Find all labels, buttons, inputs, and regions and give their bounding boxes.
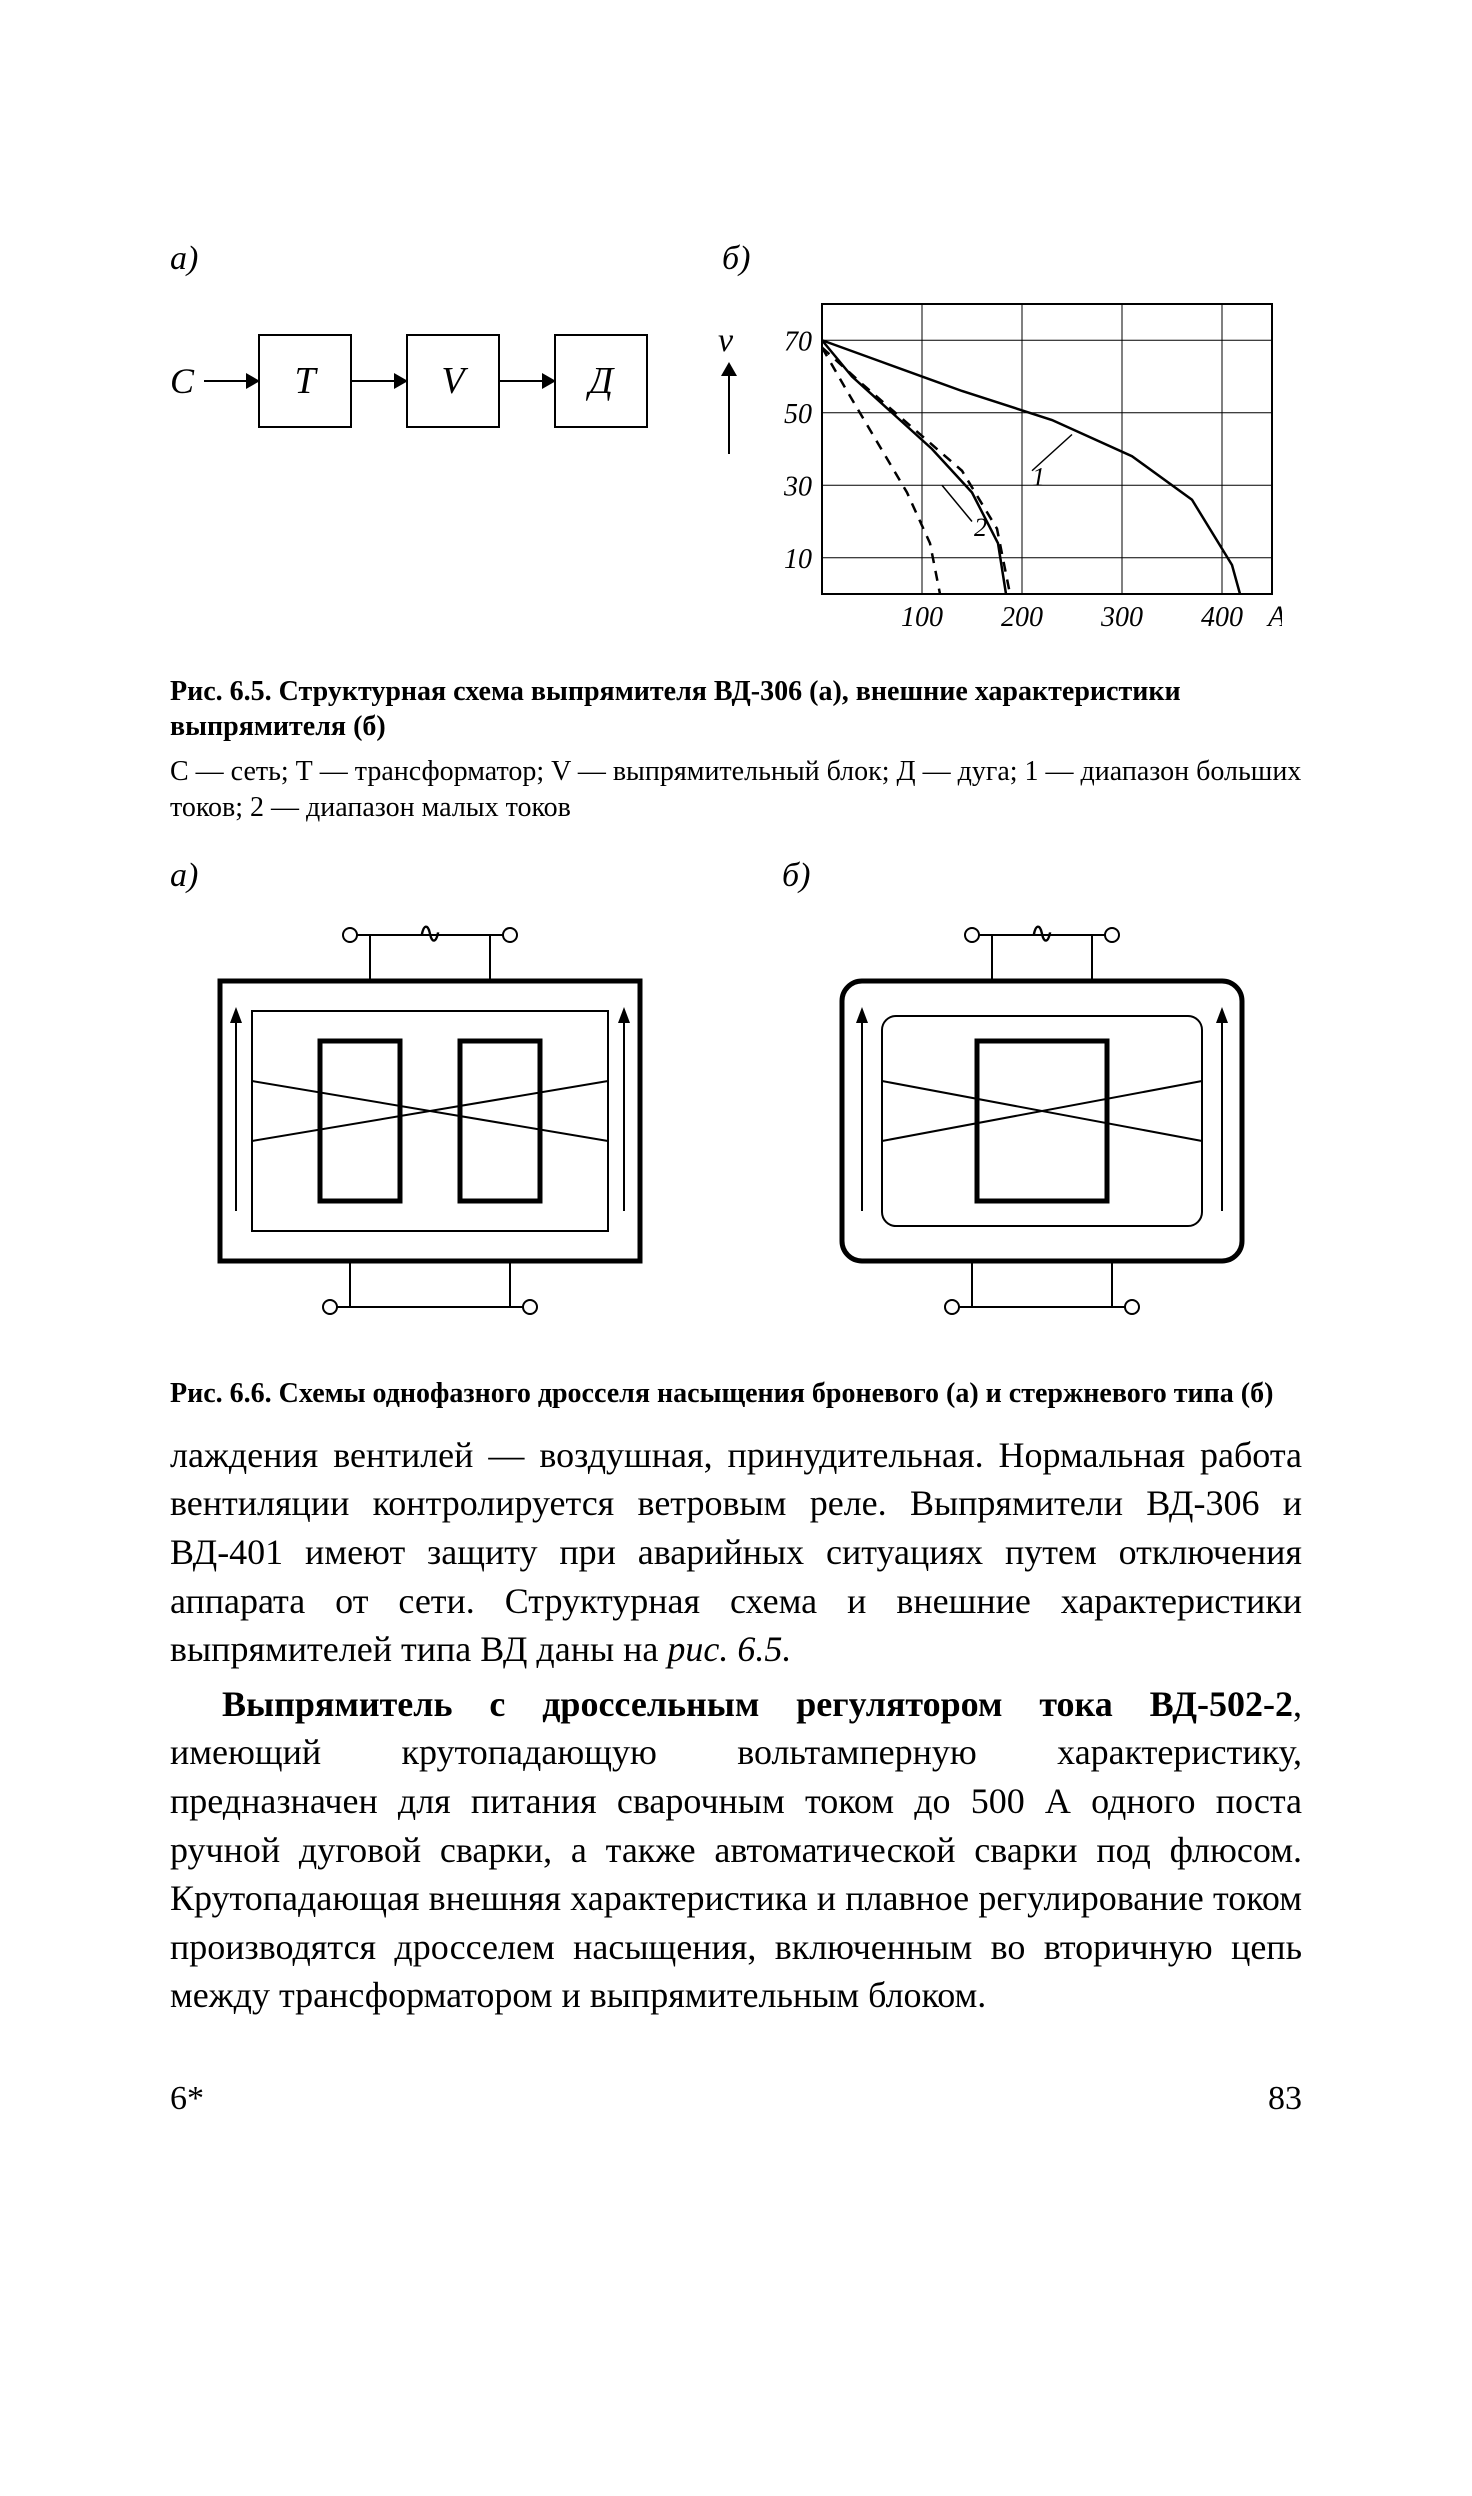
fig66a-label: а) (170, 857, 690, 895)
svg-text:100: 100 (901, 602, 943, 633)
svg-text:А: А (1266, 600, 1282, 633)
p1-ref: рис. 6.5. (667, 1629, 791, 1669)
svg-text:30: 30 (783, 471, 812, 502)
figure-6-5: а) С Т V Д б) v 10 30 50 70 100 200 300 400 А 1 2 (170, 240, 1302, 634)
svg-text:400: 400 (1201, 602, 1243, 633)
fig66-caption: Рис. 6.6. Схемы однофазного дросселя нас… (170, 1376, 1302, 1411)
fig65-legend: С — сеть; Т — трансформатор; V — выпрями… (170, 754, 1302, 827)
svg-text:∿: ∿ (1029, 917, 1054, 950)
svg-text:∿: ∿ (417, 917, 442, 950)
block-diagram: С Т V Д (170, 334, 670, 428)
fig66b-label: б) (782, 857, 1302, 895)
fig66b-svg: ∿ (782, 911, 1302, 1341)
svg-text:50: 50 (784, 399, 812, 430)
input-C: С (170, 360, 194, 402)
arrow-up-icon (728, 364, 730, 454)
fig66a: а) ∿ (170, 857, 690, 1346)
svg-text:1: 1 (1032, 462, 1045, 491)
y-axis-label: v (718, 322, 733, 360)
fig66-caption-text: Рис. 6.6. Схемы однофазного дросселя нас… (170, 1378, 1273, 1409)
paragraph-2: Выпрямитель с дроссельным регулятором то… (170, 1680, 1302, 2020)
figure-6-6: а) ∿ б) ∿ (170, 857, 1302, 1346)
svg-text:2: 2 (974, 513, 987, 542)
block-V: V (406, 334, 500, 428)
body-text: лаждения вентилей — воздушная, принудите… (170, 1431, 1302, 2020)
arrow-icon (500, 380, 554, 382)
svg-text:300: 300 (1100, 602, 1143, 633)
p2-lead: Выпрямитель с дроссельным регулятором то… (222, 1684, 1293, 1724)
fig65b-label: б) (722, 240, 1302, 278)
fig65a-label: а) (170, 240, 670, 278)
signature-mark: 6* (170, 2080, 204, 2118)
svg-text:200: 200 (1001, 602, 1043, 633)
block-D: Д (554, 334, 648, 428)
arrow-icon (352, 380, 406, 382)
chart-svg: 10 30 50 70 100 200 300 400 А 1 2 (762, 294, 1282, 634)
svg-text:70: 70 (784, 326, 812, 357)
paragraph-1: лаждения вентилей — воздушная, принудите… (170, 1431, 1302, 1674)
arrow-icon (204, 380, 258, 382)
p2-rest: , имеющий крутопадающую вольтамперную ха… (170, 1684, 1302, 2016)
page-number: 83 (1268, 2080, 1302, 2118)
fig65-caption: Рис. 6.5. Структурная схема выпрямителя … (170, 674, 1302, 744)
fig66a-svg: ∿ (170, 911, 690, 1341)
voltamp-chart: v 10305070100200300400А12 (762, 294, 1282, 634)
fig65a: а) С Т V Д (170, 240, 670, 634)
svg-text:10: 10 (784, 544, 812, 575)
page-footer: 6* 83 (170, 2080, 1302, 2118)
fig65b: б) v 10305070100200300400А12 (722, 240, 1302, 634)
fig66b: б) ∿ (782, 857, 1302, 1346)
block-T: Т (258, 334, 352, 428)
fig65-caption-text: Рис. 6.5. Структурная схема выпрямителя … (170, 676, 1181, 742)
